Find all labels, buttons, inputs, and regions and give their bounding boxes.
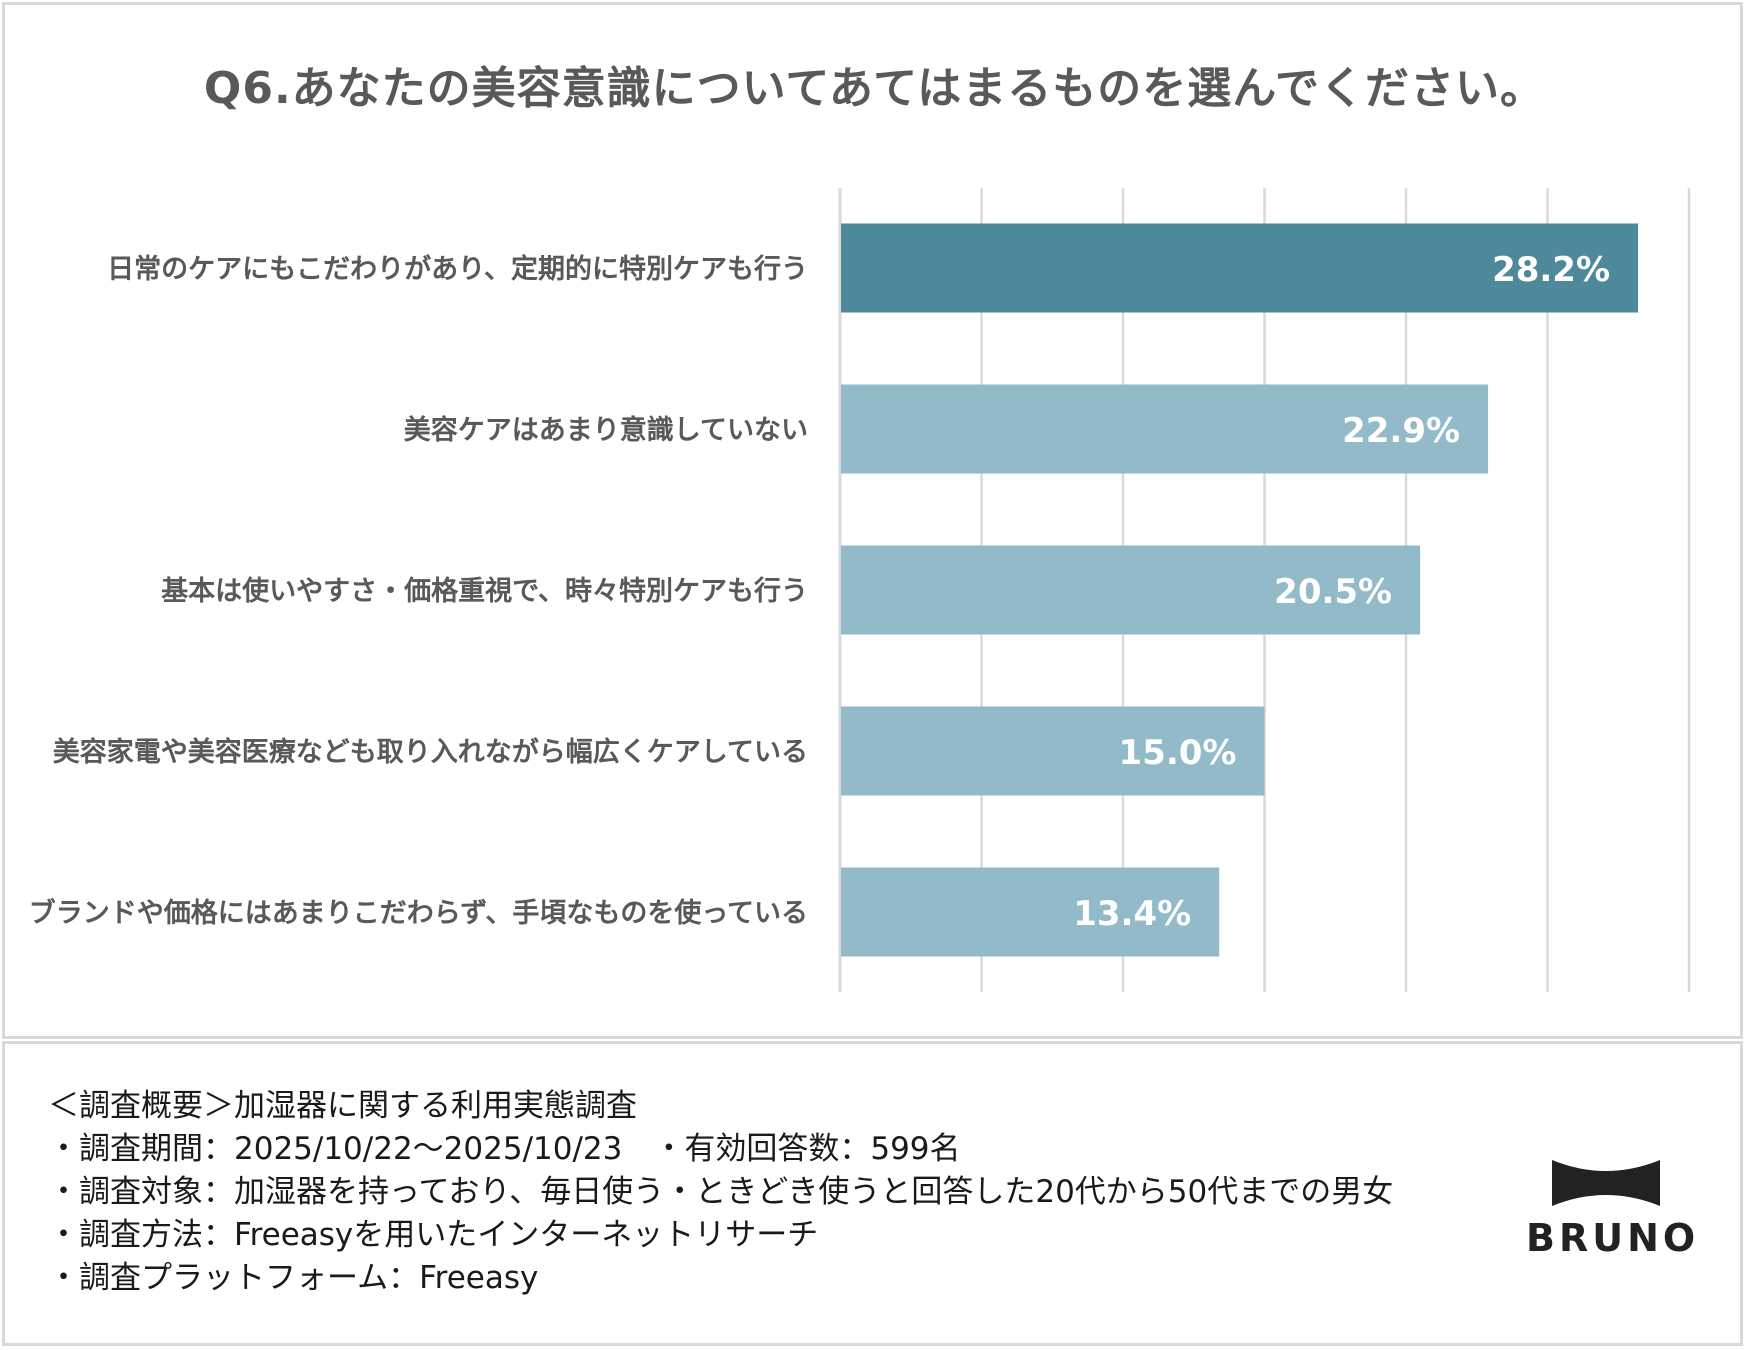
survey-period: ・調査期間：2025/10/22～2025/10/23 ・有効回答数：599名 (48, 1131, 961, 1167)
bar (841, 384, 1489, 474)
category-label: 基本は使いやすさ・価格重視で、時々特別ケアも行う (161, 575, 808, 607)
bar (841, 867, 1220, 957)
brand-name: BRUNO (1526, 1216, 1700, 1260)
category-label: ブランドや価格にはあまりこだわらず、手頃なものを使っている (29, 897, 808, 929)
survey-overview: ＜調査概要＞加湿器に関する利用実態調査 (48, 1088, 637, 1124)
survey-method: ・調査方法：Freeasyを用いたインターネットリサーチ (48, 1217, 819, 1253)
value-label: 15.0% (1119, 733, 1237, 773)
survey-notes-panel (2, 1041, 1743, 1346)
bar-chart: 日常のケアにもこだわりがあり、定期的に特別ケアも行う 28.2% 美容ケアはあまり意… (29, 188, 1691, 992)
survey-target: ・調査対象：加湿器を持っており、毎日使う・ときどき使うと回答した20代から50代… (48, 1174, 1394, 1210)
value-label: 28.2% (1492, 250, 1610, 290)
bruno-logo: BRUNO (1526, 1160, 1695, 1260)
category-label: 日常のケアにもこだわりがあり、定期的に特別ケアも行う (107, 253, 808, 285)
bar (841, 545, 1421, 635)
bar (841, 223, 1639, 313)
value-label: 20.5% (1274, 572, 1392, 612)
category-label: 美容ケアはあまり意識していない (404, 414, 808, 446)
bruno-logo-mark-icon (1552, 1160, 1660, 1206)
survey-platform: ・調査プラットフォーム：Freeasy (48, 1260, 539, 1296)
category-label: 美容家電や美容医療なども取り入れながら幅広くケアしている (53, 736, 808, 768)
survey-notes: ＜調査概要＞加湿器に関する利用実態調査 ・調査期間：2025/10/22～202… (48, 1085, 1393, 1300)
chart-title: Q6.あなたの美容意識についてあてはまるものを選んでください。 (203, 63, 1546, 114)
chart-panel (2, 2, 1743, 1039)
value-label: 13.4% (1073, 894, 1191, 934)
value-label: 22.9% (1342, 411, 1460, 451)
bar (841, 706, 1265, 796)
